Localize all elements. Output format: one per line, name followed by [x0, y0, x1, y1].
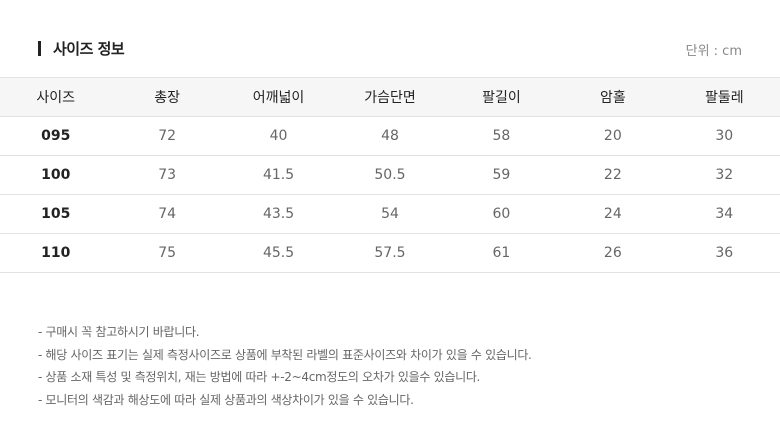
size-notes: - 구매시 꼭 참고하시기 바랍니다. - 해당 사이즈 표기는 실제 측정사이즈… — [38, 321, 532, 411]
table-row: 105 74 43.5 54 60 24 34 — [0, 194, 780, 234]
measurement-cell: 54 — [334, 194, 446, 234]
measurement-cell: 58 — [445, 116, 558, 156]
table-row: 100 73 41.5 50.5 59 22 32 — [0, 155, 780, 195]
column-header: 팔길이 — [445, 77, 558, 117]
title-bar-accent — [38, 41, 41, 56]
table-row: 110 75 45.5 57.5 61 26 36 — [0, 233, 780, 273]
measurement-cell: 61 — [445, 233, 558, 273]
column-header: 총장 — [111, 77, 223, 117]
size-table: 사이즈 총장 어깨넓이 가슴단면 팔길이 암홀 팔둘레 095 72 40 48 58 20 30 100… — [0, 77, 780, 273]
note-item: - 해당 사이즈 표기는 실제 측정사이즈로 상품에 부착된 라벨의 표준사이즈… — [38, 347, 532, 362]
table-row: 095 72 40 48 58 20 30 — [0, 116, 780, 156]
measurement-cell: 20 — [557, 116, 669, 156]
measurement-cell: 32 — [668, 155, 780, 195]
column-header: 가슴단면 — [334, 77, 446, 117]
measurement-cell: 57.5 — [334, 233, 446, 273]
note-item: - 구매시 꼭 참고하시기 바랍니다. — [38, 325, 200, 339]
measurement-cell: 34 — [668, 194, 780, 234]
unit-label: 단위 : cm — [685, 44, 742, 59]
measurement-cell: 36 — [668, 233, 780, 273]
size-cell: 095 — [0, 116, 112, 156]
section-header: 사이즈 정보 — [38, 38, 125, 59]
measurement-cell: 48 — [334, 116, 446, 156]
note-item: - 상품 소재 특성 및 측정위치, 재는 방법에 따라 +-2~4cm정도의 … — [38, 370, 481, 384]
measurement-cell: 26 — [557, 233, 669, 273]
measurement-cell: 59 — [445, 155, 558, 195]
column-header: 팔둘레 — [668, 77, 780, 117]
measurement-cell: 73 — [111, 155, 223, 195]
column-header: 암홀 — [557, 77, 669, 117]
table-header-row: 사이즈 총장 어깨넓이 가슴단면 팔길이 암홀 팔둘레 — [0, 77, 780, 117]
measurement-cell: 50.5 — [334, 155, 446, 195]
column-header: 사이즈 — [0, 77, 112, 117]
section-title: 사이즈 정보 — [53, 40, 125, 58]
measurement-cell: 41.5 — [222, 155, 335, 195]
note-item: - 모니터의 색감과 해상도에 따라 실제 상품과의 색상차이가 있을 수 있습… — [38, 392, 414, 407]
measurement-cell: 60 — [445, 194, 558, 234]
measurement-cell: 22 — [557, 155, 669, 195]
size-cell: 110 — [0, 233, 112, 273]
measurement-cell: 24 — [557, 194, 669, 234]
size-cell: 100 — [0, 155, 112, 195]
measurement-cell: 72 — [111, 116, 223, 156]
column-header: 어깨넓이 — [222, 77, 335, 117]
measurement-cell: 45.5 — [222, 233, 335, 273]
measurement-cell: 30 — [668, 116, 780, 156]
measurement-cell: 74 — [111, 194, 223, 234]
measurement-cell: 75 — [111, 233, 223, 273]
measurement-cell: 40 — [222, 116, 335, 156]
measurement-cell: 43.5 — [222, 194, 335, 234]
size-cell: 105 — [0, 194, 112, 234]
